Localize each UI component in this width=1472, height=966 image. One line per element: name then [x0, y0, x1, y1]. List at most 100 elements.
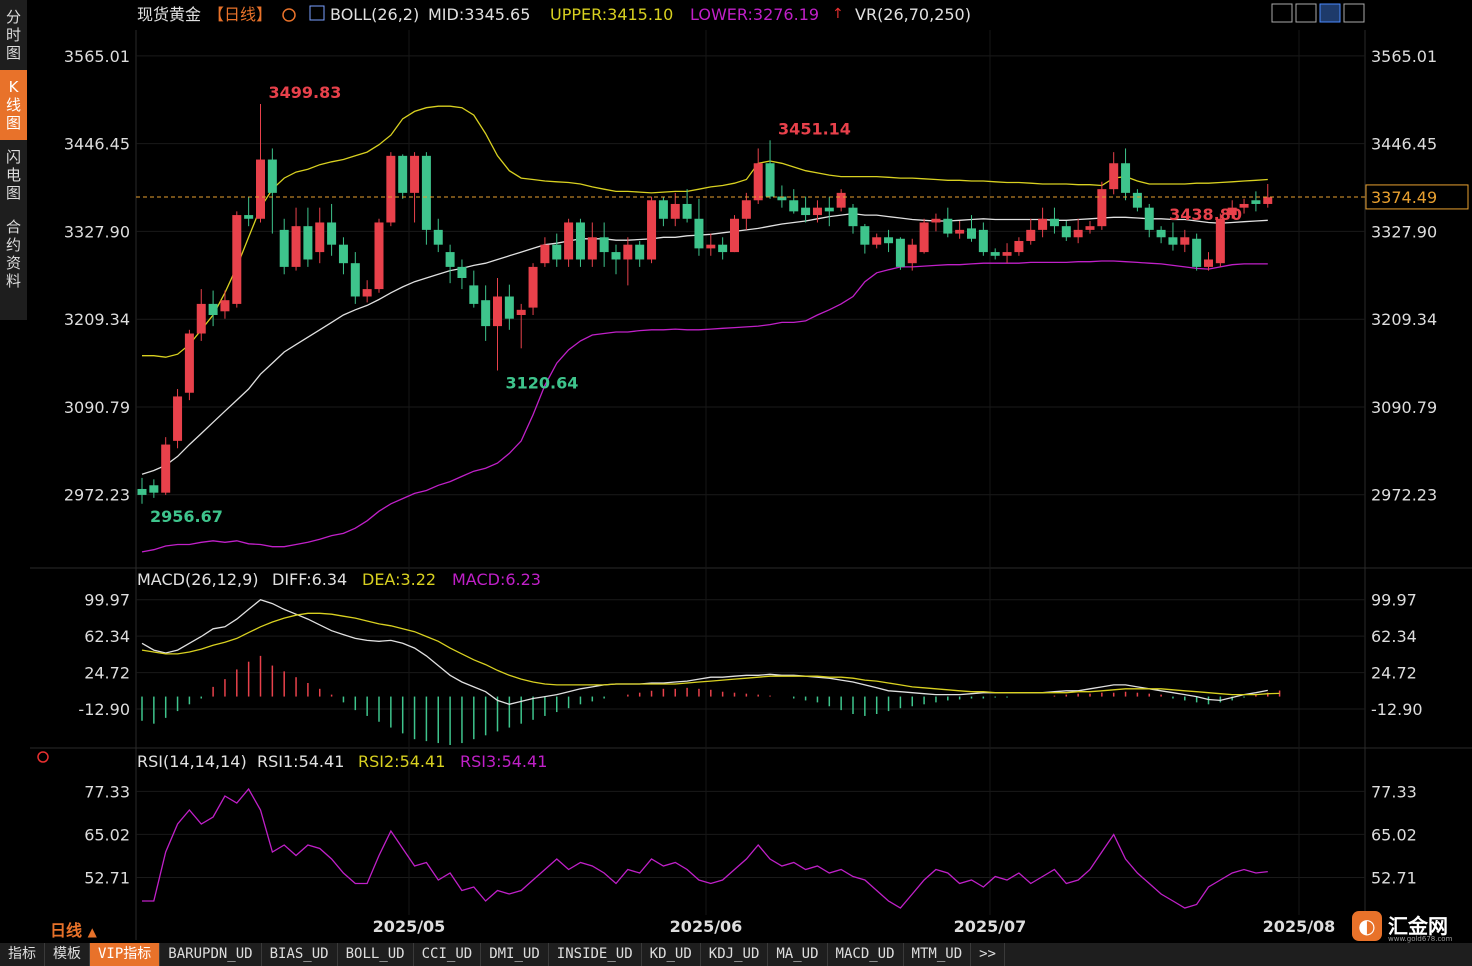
rsi-ytick-right-1: 65.02: [1371, 825, 1417, 844]
macd-diff: DIFF:6.34: [272, 570, 347, 589]
boll-lower-line: [141, 260, 1268, 553]
rsi3-label: RSI3:54.41: [460, 752, 547, 771]
indicator-tab-10[interactable]: KDJ_UD: [701, 943, 769, 966]
exit-icon[interactable]: [1343, 3, 1365, 23]
boll-upper-line: [142, 105, 1268, 358]
candle-body-29: [481, 300, 491, 327]
indicator-tab-11[interactable]: MA_UD: [768, 943, 828, 966]
brand-url: www.gold678.com: [1388, 935, 1453, 943]
candles[interactable]: [136, 104, 1365, 504]
candle-body-80: [1085, 226, 1095, 230]
indicator-tab-12[interactable]: MACD_UD: [828, 943, 904, 966]
indicator-tab-8[interactable]: INSIDE_UD: [549, 943, 642, 966]
side-tab-2[interactable]: 闪电图: [5, 148, 21, 202]
candle-body-73: [1002, 252, 1012, 256]
symbol-label: 现货黄金: [137, 5, 201, 24]
candle-body-67: [931, 218, 941, 223]
candle-body-86: [1156, 229, 1166, 238]
brand-name: 汇金网: [1388, 914, 1448, 938]
candle-body-15: [315, 222, 325, 253]
table-icon[interactable]: [1295, 3, 1317, 23]
candle-body-58: [824, 207, 834, 212]
price-ytick-right-0: 3565.01: [1371, 47, 1437, 66]
candle-body-14: [303, 226, 313, 260]
candle-body-31: [504, 296, 514, 319]
indicator-tab-14[interactable]: >>: [971, 943, 1005, 966]
candle-body-75: [1026, 229, 1036, 241]
xtick-1: 2025/06: [670, 917, 743, 936]
candle-body-42: [635, 244, 645, 260]
indicator-icon[interactable]: [309, 5, 325, 21]
macd-panel: [141, 598, 1281, 745]
candle-body-77: [1049, 218, 1059, 227]
candle-body-7: [220, 300, 230, 312]
indicator-tab-4[interactable]: BIAS_UD: [262, 943, 338, 966]
candle-body-2: [161, 444, 171, 493]
arrow-up-icon: ↑: [832, 6, 844, 22]
candle-body-47: [694, 218, 704, 249]
candle-body-52: [753, 163, 763, 201]
indicator-tab-0[interactable]: 指标: [0, 943, 45, 966]
candle-body-44: [658, 200, 668, 219]
candle-body-92: [1227, 207, 1237, 216]
xtick-3: 2025/08: [1263, 917, 1336, 936]
indicator-tab-3[interactable]: BARUPDN_UD: [160, 943, 262, 966]
price-ytick-right-2: 3327.90: [1371, 222, 1437, 241]
candle-body-83: [1121, 163, 1131, 193]
candle-body-59: [836, 192, 846, 208]
chart-mode-icon[interactable]: [1319, 3, 1341, 23]
axis-labels: 3565.01 3565.01 3446.45 3446.45 3327.90 3327.…: [64, 47, 1469, 936]
candle-body-27: [457, 266, 467, 278]
indicator-tab-2[interactable]: VIP指标: [90, 943, 161, 966]
candle-body-91: [1215, 218, 1225, 264]
indicator-tab-6[interactable]: CCI_UD: [414, 943, 482, 966]
candle-body-0: [137, 488, 147, 495]
candle-body-3: [173, 396, 183, 441]
candle-body-70: [967, 228, 976, 239]
period-selector[interactable]: 日线 ▲: [50, 917, 97, 941]
candle-body-28: [469, 285, 479, 304]
candle-body-85: [1144, 207, 1154, 230]
indicator-tab-5[interactable]: BOLL_UD: [338, 943, 414, 966]
indicator-tab-9[interactable]: KD_UD: [642, 943, 701, 966]
boll-mid-line: [141, 212, 1268, 475]
candle-body-50: [730, 218, 739, 253]
indicator-tab-1[interactable]: 模板: [45, 943, 90, 966]
candle-body-9: [244, 215, 254, 219]
candle-body-32: [516, 309, 526, 316]
candle-body-61: [860, 226, 870, 245]
candle-body-16: [327, 222, 337, 245]
rsi-ytick-right-2: 52.71: [1371, 869, 1417, 888]
rsi2-label: RSI2:54.41: [358, 752, 445, 771]
candle-body-56: [801, 207, 811, 216]
candle-body-82: [1109, 163, 1119, 190]
macd-ytick-right-2: 24.72: [1371, 664, 1417, 683]
candle-body-40: [611, 252, 621, 260]
candle-body-53: [765, 163, 775, 197]
macd-dea-line: [141, 612, 1280, 696]
candle-body-60: [848, 207, 858, 227]
candle-body-24: [421, 155, 431, 230]
candle-body-54: [777, 196, 787, 201]
side-tab-3[interactable]: 合约资料: [5, 218, 21, 290]
candle-body-93: [1239, 203, 1249, 208]
candle-body-43: [647, 200, 657, 260]
candle-body-94: [1251, 200, 1261, 204]
settings-icon[interactable]: [37, 751, 49, 763]
candle-body-84: [1132, 192, 1142, 208]
price-ytick-right-1: 3446.45: [1371, 135, 1437, 154]
price-ytick-left-0: 3565.01: [64, 47, 130, 66]
candle-body-23: [410, 155, 420, 193]
indicator-tab-13[interactable]: MTM_UD: [904, 943, 972, 966]
indicator-tab-7[interactable]: DMI_UD: [481, 943, 549, 966]
candle-body-79: [1073, 229, 1083, 238]
side-tab-0[interactable]: 分时图: [5, 8, 21, 62]
candle-body-87: [1168, 237, 1178, 245]
price-ytick-left-1: 3446.45: [64, 135, 130, 154]
extreme-label-1: 3451.14: [778, 119, 851, 138]
candle-body-90: [1204, 259, 1213, 267]
crosshair-icon[interactable]: [1271, 3, 1293, 23]
add-icon[interactable]: [282, 8, 296, 22]
